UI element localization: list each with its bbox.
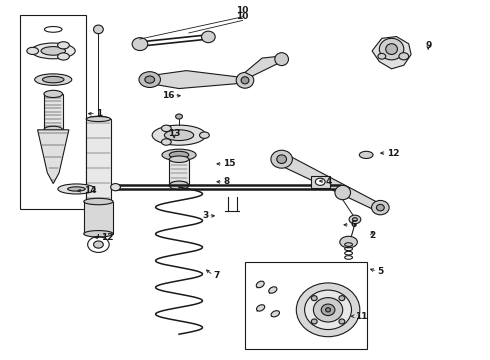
Text: 7: 7 (213, 270, 220, 279)
Ellipse shape (371, 201, 389, 215)
Polygon shape (372, 37, 411, 69)
Ellipse shape (305, 290, 351, 329)
Ellipse shape (31, 43, 75, 59)
Ellipse shape (277, 155, 287, 163)
Ellipse shape (58, 53, 70, 60)
Polygon shape (245, 56, 282, 76)
Ellipse shape (399, 53, 409, 60)
Ellipse shape (35, 74, 72, 85)
Text: 6: 6 (350, 220, 356, 229)
Ellipse shape (311, 319, 317, 324)
Polygon shape (44, 94, 63, 130)
Ellipse shape (152, 125, 206, 145)
Polygon shape (277, 153, 383, 212)
Polygon shape (84, 202, 113, 234)
Ellipse shape (359, 151, 373, 158)
Text: 4: 4 (326, 176, 332, 185)
Polygon shape (147, 71, 245, 89)
Ellipse shape (271, 311, 279, 317)
Ellipse shape (349, 215, 361, 224)
Ellipse shape (58, 42, 70, 49)
Ellipse shape (199, 132, 209, 138)
Ellipse shape (68, 187, 85, 191)
Ellipse shape (269, 287, 277, 293)
Ellipse shape (326, 308, 331, 312)
Text: 9: 9 (425, 41, 431, 50)
Ellipse shape (27, 47, 39, 54)
Polygon shape (86, 119, 111, 202)
Ellipse shape (271, 150, 293, 168)
Text: 3: 3 (202, 211, 208, 220)
Text: 15: 15 (223, 159, 236, 168)
Ellipse shape (321, 304, 335, 316)
Ellipse shape (84, 230, 113, 237)
Bar (245, 262, 367, 348)
Ellipse shape (175, 114, 182, 119)
Ellipse shape (94, 241, 103, 248)
Ellipse shape (352, 218, 357, 221)
Ellipse shape (88, 116, 109, 122)
Ellipse shape (41, 46, 66, 55)
Ellipse shape (43, 76, 64, 83)
Text: 5: 5 (377, 267, 383, 276)
Text: 11: 11 (355, 312, 368, 321)
Ellipse shape (86, 199, 111, 204)
Text: 1: 1 (96, 109, 102, 118)
Ellipse shape (44, 90, 63, 98)
Ellipse shape (236, 72, 254, 88)
Ellipse shape (169, 181, 189, 190)
Ellipse shape (316, 178, 325, 185)
Ellipse shape (169, 151, 189, 158)
Ellipse shape (339, 319, 345, 324)
Ellipse shape (145, 76, 155, 83)
Ellipse shape (275, 53, 289, 66)
Ellipse shape (241, 77, 249, 84)
Polygon shape (169, 159, 189, 185)
Text: 2: 2 (369, 231, 375, 240)
Text: 12: 12 (101, 233, 113, 242)
Ellipse shape (84, 198, 113, 205)
Ellipse shape (139, 72, 160, 87)
Ellipse shape (378, 53, 386, 59)
Ellipse shape (257, 305, 265, 311)
Ellipse shape (86, 117, 111, 122)
Text: 16: 16 (162, 91, 174, 100)
Ellipse shape (311, 296, 317, 301)
Text: 12: 12 (387, 149, 399, 158)
Bar (20, 15, 86, 209)
Ellipse shape (296, 283, 360, 337)
Text: 8: 8 (223, 177, 229, 186)
Text: 13: 13 (168, 129, 180, 138)
Ellipse shape (161, 125, 171, 131)
Text: 10: 10 (236, 6, 249, 15)
Ellipse shape (132, 38, 148, 50)
Ellipse shape (169, 156, 189, 162)
Ellipse shape (58, 184, 95, 194)
Ellipse shape (256, 281, 264, 288)
Ellipse shape (335, 185, 350, 200)
Ellipse shape (339, 296, 345, 301)
Ellipse shape (340, 236, 357, 248)
Ellipse shape (164, 130, 194, 140)
Ellipse shape (111, 184, 121, 191)
Ellipse shape (201, 31, 215, 42)
Bar (311, 176, 330, 188)
Text: 10: 10 (236, 12, 249, 21)
Ellipse shape (314, 298, 343, 322)
Ellipse shape (44, 126, 63, 134)
Ellipse shape (376, 204, 384, 211)
Text: 14: 14 (84, 186, 97, 195)
Ellipse shape (162, 149, 196, 161)
Ellipse shape (386, 44, 397, 54)
Ellipse shape (94, 25, 103, 34)
Polygon shape (38, 130, 69, 184)
Ellipse shape (379, 39, 404, 60)
Ellipse shape (161, 139, 171, 145)
